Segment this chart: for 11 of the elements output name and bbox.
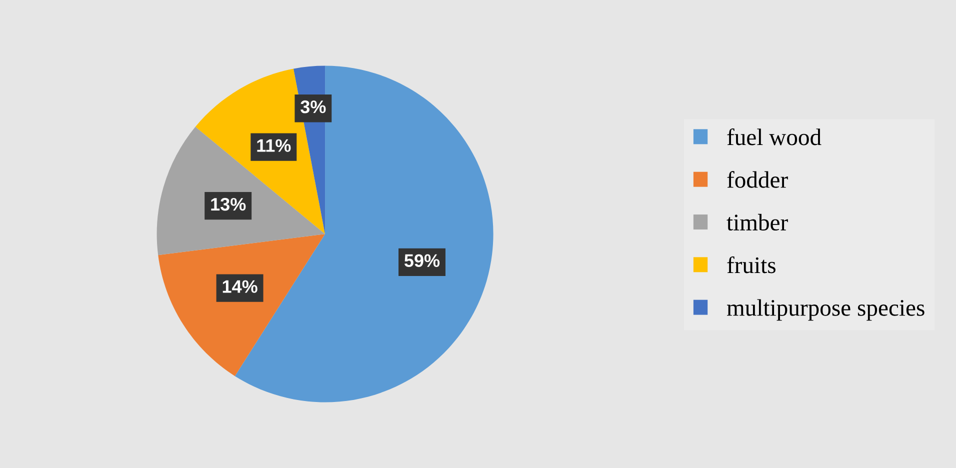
legend-label: fruits	[727, 256, 776, 274]
pie-slice	[158, 234, 326, 376]
legend-label: fodder	[727, 171, 788, 188]
legend-label: fuel wood	[727, 128, 822, 146]
legend-label: timber	[726, 214, 788, 231]
data-label: 11%	[257, 139, 291, 152]
legend-label: multipurpose species	[726, 299, 924, 321]
data-label: 14%	[222, 280, 258, 293]
data-label: 13%	[211, 198, 246, 211]
data-label: 59%	[404, 254, 440, 268]
data-label: 3%	[300, 100, 326, 114]
